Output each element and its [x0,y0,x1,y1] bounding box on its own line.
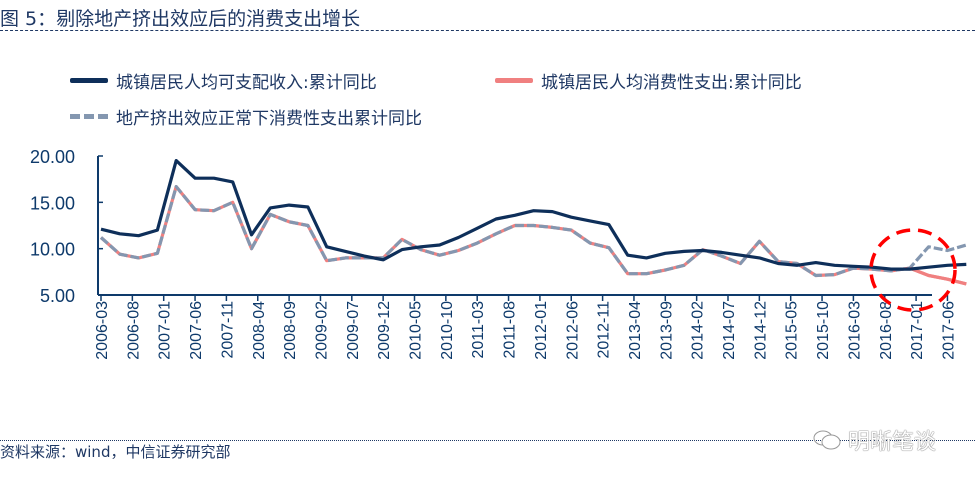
legend-label-income: 城镇居民人均可支配收入:累计同比 [116,73,377,93]
y-tick-label: 10.00 [30,240,75,260]
y-tick-label: 20.00 [30,147,75,167]
legend-swatch-consumption [495,78,533,83]
x-tick-label: 2010-10 [439,301,456,360]
highlight-circle [869,228,957,312]
legend-item-income: 城镇居民人均可支配收入:累计同比 [70,68,377,93]
y-tick-label: 15.00 [30,193,75,213]
legend-item-consumption: 城镇居民人均消费性支出:累计同比 [495,68,802,93]
x-tick-label: 2016-03 [846,301,863,360]
x-tick-label: 2013-09 [658,301,675,360]
x-tick-label: 2011-03 [470,301,487,359]
x-tick-label: 2014-12 [752,301,769,360]
x-tick-label: 2006-03 [94,301,111,360]
chart-legend: 城镇居民人均可支配收入:累计同比 城镇居民人均消费性支出:累计同比 地产挤出效应… [70,66,950,136]
x-tick-label: 2009-12 [376,301,393,360]
footer-divider [0,440,975,441]
x-tick-label: 2015-05 [784,301,801,360]
x-tick-label: 2015-10 [815,301,832,360]
x-tick-label: 2009-02 [313,301,330,360]
y-tick-label: 5.00 [40,286,75,306]
watermark-text: 明晰笔谈 [848,430,937,455]
x-tick-label: 2016-08 [878,301,895,360]
x-tick-label: 2007-01 [157,301,174,360]
legend-swatch-adjusted [70,114,108,119]
x-tick-label: 2014-07 [721,301,738,360]
x-tick-label: 2012-11 [596,301,613,359]
title-divider [0,30,975,31]
x-tick-label: 2009-07 [345,301,362,360]
x-tick-label: 2007-06 [188,301,205,360]
x-tick-label: 2014-02 [690,301,707,360]
x-tick-label: 2011-08 [502,301,519,359]
x-tick-label: 2007-11 [219,301,236,359]
series-consumption-line [99,185,967,286]
x-tick-label: 2017-01 [909,301,926,360]
series-consumption-tail [909,266,967,286]
x-tick-label: 2012-01 [533,301,550,360]
x-tick-label: 2008-09 [282,301,299,360]
x-tick-label: 2013-04 [627,301,644,360]
legend-label-adjusted: 地产挤出效应正常下消费性支出累计同比 [116,109,422,129]
source-note: 资料来源：wind，中信证券研究部 [0,443,231,461]
legend-item-adjusted: 地产挤出效应正常下消费性支出累计同比 [70,104,422,129]
series-income-line [100,159,967,271]
x-tick-label: 2006-08 [125,301,142,360]
watermark: 明晰笔谈 [812,424,936,456]
x-tick-label: 2010-05 [408,301,425,360]
series-adjusted-line [99,185,967,278]
legend-swatch-income [70,78,108,83]
x-tick-label: 2017-06 [940,301,957,360]
figure-title: 图 5：剔除地产挤出效应后的消费支出增长 [0,8,361,30]
x-tick-label: 2008-04 [251,301,268,360]
legend-label-consumption: 城镇居民人均消费性支出:累计同比 [541,73,802,93]
chat-bubble-icon [813,430,841,450]
x-tick-label: 2012-06 [564,301,581,360]
